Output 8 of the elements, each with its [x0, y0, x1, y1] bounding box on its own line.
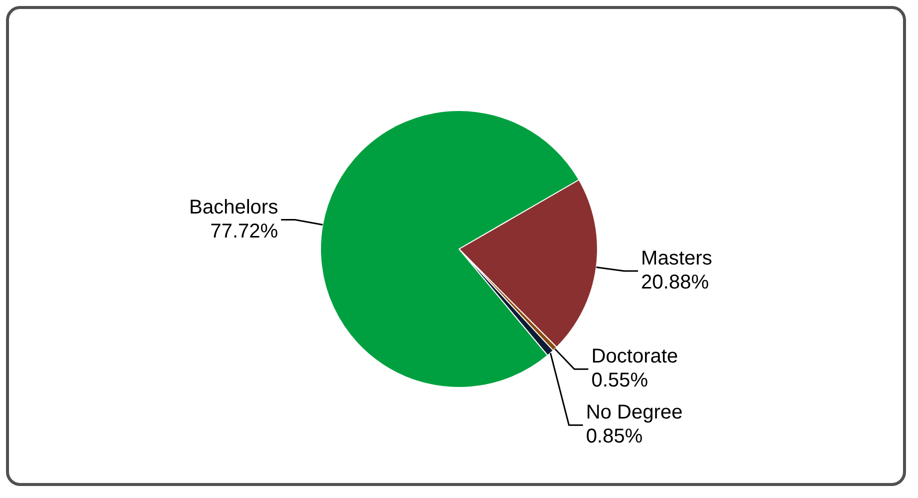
slice-label: Masters — [641, 247, 712, 270]
data-label: 0.85% — [586, 426, 643, 448]
slice-label: Doctorate — [591, 346, 678, 368]
data-label: 20.88% — [641, 271, 710, 294]
slice-label: Bachelors — [189, 196, 278, 218]
slice-label: No Degree — [586, 402, 683, 424]
data-label: 77.72% — [210, 220, 278, 242]
data-label: 0.55% — [591, 370, 648, 392]
